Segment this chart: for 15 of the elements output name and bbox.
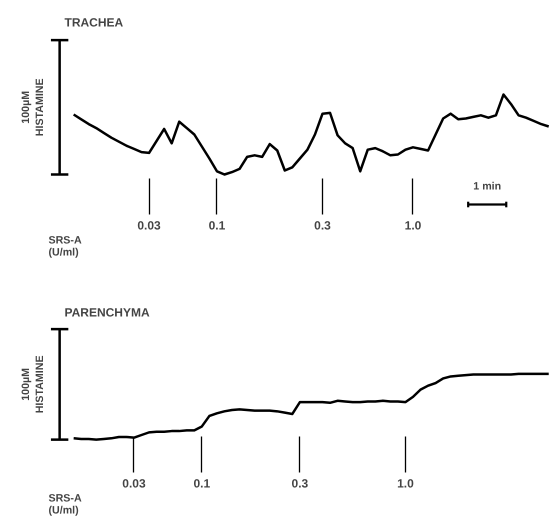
text: SRS-A (U/ml) (48, 492, 82, 516)
x-tick-label: 0.03 (137, 218, 162, 232)
text: 1 min (473, 180, 502, 192)
x-tick-label: 1.0 (404, 218, 422, 232)
text: SRS-A (U/ml) (48, 234, 82, 258)
x-tick-label: 0.3 (292, 476, 309, 490)
x-tick-label: 0.3 (314, 218, 332, 232)
chart-title: PARENCHYMA (64, 306, 150, 320)
x-tick-label: 1.0 (397, 476, 414, 490)
y-axis-title: 100µM HISTAMINE (20, 78, 46, 136)
y-axis-title: 100µM HISTAMINE (20, 355, 46, 414)
x-tick-label: 0.03 (122, 476, 146, 490)
x-tick-label: 0.1 (194, 476, 211, 490)
x-tick-label: 0.1 (208, 218, 226, 232)
chart-title: TRACHEA (64, 16, 124, 30)
